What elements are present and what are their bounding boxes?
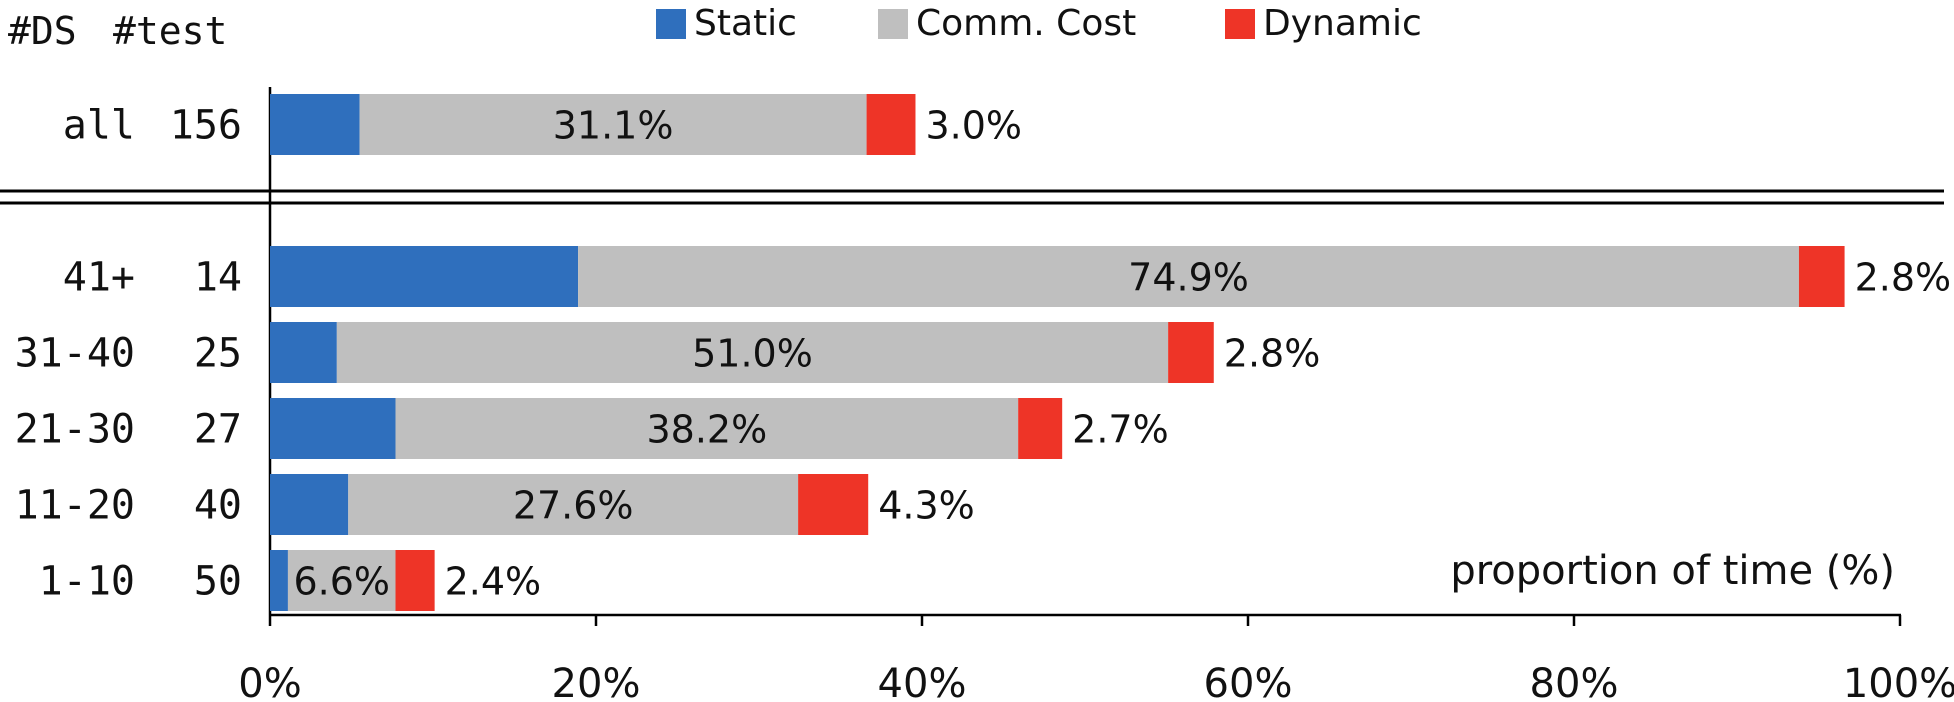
bar-segment-comm-cost <box>359 94 867 155</box>
row-test-label: 40 <box>194 483 242 529</box>
row-test-label: 156 <box>170 103 242 149</box>
x-ticks: 0% 20% 40% 60% 80% 100% <box>238 615 1954 702</box>
bar-segment-comm-cost <box>287 550 396 611</box>
row-ds-label: 41+ <box>63 255 135 301</box>
comm-cost-value-label: 6.6% <box>293 560 390 604</box>
bar-segment-comm-cost <box>395 398 1019 459</box>
row-ds-label: 1-10 <box>39 559 135 605</box>
bar-segment-static <box>270 322 337 383</box>
bar-segment-dynamic <box>798 474 869 535</box>
legend: Static Comm. Cost Dynamic <box>656 3 1422 44</box>
bar-rows: all 156 31.1% 3.0% 41+ 14 74.9% 2.8% 31-40 25 51.0… <box>15 94 1952 611</box>
bar-segment-comm-cost <box>348 474 799 535</box>
row-ds-label: all <box>63 103 135 149</box>
dynamic-value-label: 4.3% <box>878 484 975 528</box>
bar-segment-dynamic <box>1018 398 1063 459</box>
row-test-label: 25 <box>194 331 242 377</box>
row-ds-label: 31-40 <box>15 331 135 377</box>
header-test-label: #test <box>113 9 227 53</box>
bar-segment-static <box>270 246 579 307</box>
bar-segment-dynamic <box>395 550 435 611</box>
dynamic-value-label: 2.8% <box>1855 256 1952 300</box>
comm-cost-value-label: 38.2% <box>646 408 767 452</box>
bar-segment-dynamic <box>866 94 916 155</box>
x-tick-label: 60% <box>1204 661 1293 702</box>
header-ds-label: #DS <box>8 9 77 53</box>
row-test-label: 50 <box>194 559 242 605</box>
dynamic-value-label: 3.0% <box>925 104 1022 148</box>
row-ds-label: 21-30 <box>15 407 135 453</box>
x-tick-label: 100% <box>1843 661 1954 702</box>
legend-swatch-static <box>656 9 686 39</box>
dynamic-value-label: 2.7% <box>1072 408 1169 452</box>
legend-label-static: Static <box>694 3 797 44</box>
bar-segment-static <box>270 94 360 155</box>
comm-cost-value-label: 51.0% <box>692 332 813 376</box>
comm-cost-value-label: 27.6% <box>513 484 634 528</box>
row-test-label: 27 <box>194 407 242 453</box>
bar-segment-static <box>270 474 349 535</box>
x-tick-label: 80% <box>1530 661 1619 702</box>
bar-segment-comm-cost <box>336 322 1169 383</box>
x-tick-label: 20% <box>552 661 641 702</box>
bar-segment-dynamic <box>1168 322 1214 383</box>
x-axis-label: proportion of time (%) <box>1450 548 1895 594</box>
comm-cost-value-label: 74.9% <box>1128 256 1249 300</box>
dynamic-value-label: 2.8% <box>1224 332 1321 376</box>
legend-label-comm-cost: Comm. Cost <box>916 3 1136 44</box>
bar-segment-static <box>270 398 396 459</box>
legend-label-dynamic: Dynamic <box>1263 3 1422 44</box>
row-ds-label: 11-20 <box>15 483 135 529</box>
row-test-label: 14 <box>194 255 242 301</box>
legend-swatch-dynamic <box>1225 9 1255 39</box>
x-tick-label: 40% <box>878 661 967 702</box>
comm-cost-value-label: 31.1% <box>553 104 674 148</box>
dynamic-value-label: 2.4% <box>445 560 542 604</box>
x-tick-label: 0% <box>238 661 301 702</box>
bar-segment-static <box>270 550 288 611</box>
bar-segment-comm-cost <box>578 246 1799 307</box>
legend-swatch-comm-cost <box>878 9 908 39</box>
bar-segment-dynamic <box>1798 246 1845 307</box>
